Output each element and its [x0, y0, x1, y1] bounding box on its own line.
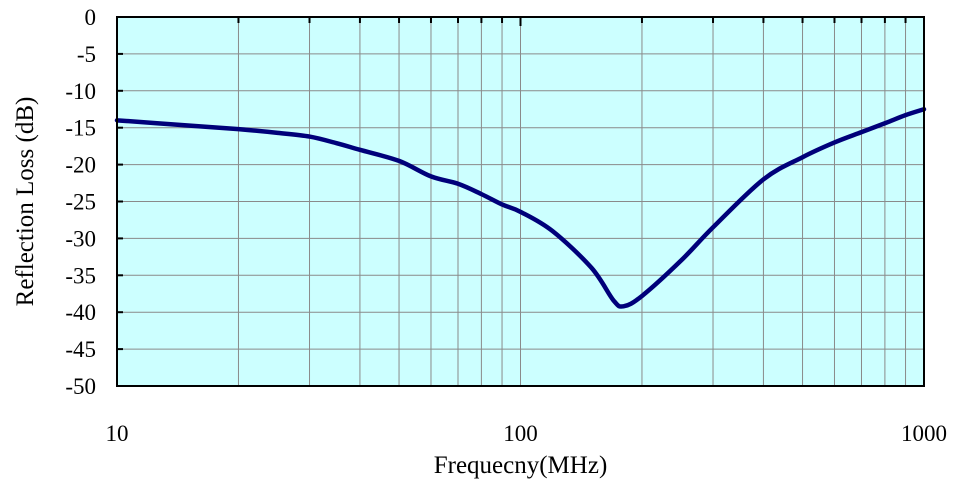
y-tick-label: -35: [65, 263, 96, 288]
x-tick-label: 1000: [901, 421, 947, 446]
y-tick-labels: 0 -5 -10 -15 -20 -25 -30 -35 -40 -45 -50: [65, 5, 96, 399]
y-tick-label: -15: [65, 116, 96, 141]
reflection-loss-series-line: [114, 107, 927, 309]
y-tick-label: -5: [77, 42, 96, 67]
tick-marks: [117, 16, 907, 387]
y-tick-label: 0: [85, 5, 97, 30]
grid-lines: [117, 17, 924, 386]
y-tick-label: -10: [65, 79, 96, 104]
y-tick-label: -20: [65, 153, 96, 178]
y-tick-label: -40: [65, 300, 96, 325]
y-tick-label: -25: [65, 190, 96, 215]
y-tick-label: -50: [65, 374, 96, 399]
x-tick-label: 10: [106, 421, 129, 446]
x-tick-label: 100: [503, 421, 538, 446]
x-tick-labels: 10 100 1000: [106, 421, 948, 446]
y-tick-label: -30: [65, 226, 96, 251]
y-axis-label: Reflection Loss (dB): [12, 97, 39, 307]
x-axis-label: Frequecny(MHz): [434, 452, 608, 479]
y-tick-label: -45: [65, 337, 96, 362]
series-layer: [114, 107, 927, 309]
